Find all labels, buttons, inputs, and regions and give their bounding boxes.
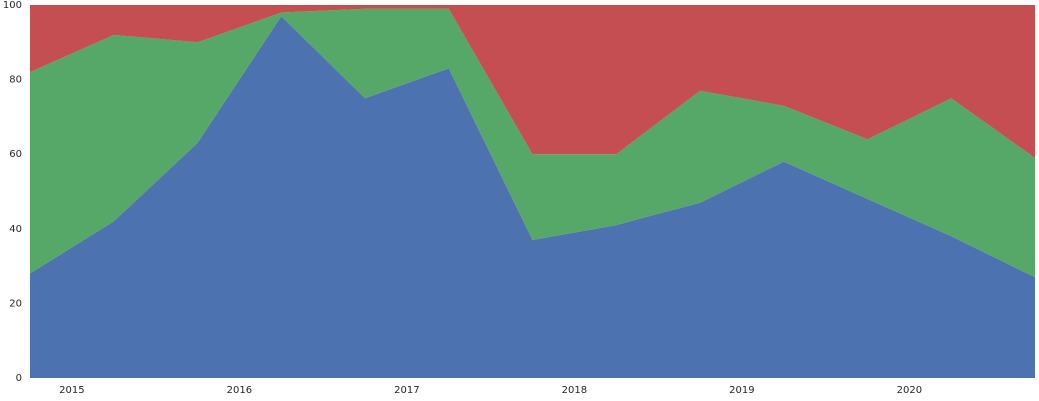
x-tick-label: 2019 bbox=[729, 385, 754, 396]
y-tick-label: 40 bbox=[9, 224, 22, 235]
y-tick-label: 20 bbox=[9, 298, 22, 309]
area bbox=[30, 16, 1035, 378]
y-tick-label: 100 bbox=[3, 0, 22, 11]
x-tick-label: 2016 bbox=[227, 385, 252, 396]
y-tick-label: 0 bbox=[16, 373, 22, 384]
area bbox=[30, 5, 1035, 158]
x-tick-label: 2017 bbox=[394, 385, 419, 396]
x-tick-label: 2015 bbox=[59, 385, 84, 396]
y-tick-label: 80 bbox=[9, 75, 22, 86]
x-tick-label: 2020 bbox=[897, 385, 922, 396]
x-tick-label: 2018 bbox=[562, 385, 587, 396]
y-tick-label: 60 bbox=[9, 149, 22, 160]
area bbox=[30, 8, 1035, 278]
